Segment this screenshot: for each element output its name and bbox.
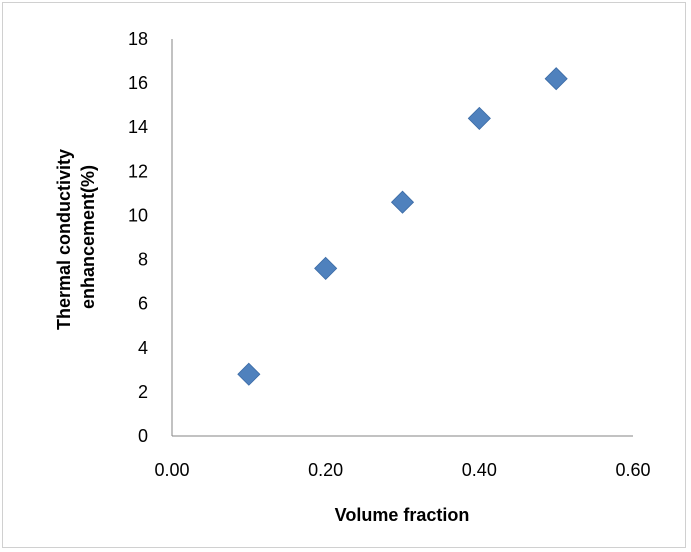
y-tick-labels: 0 2 4 6 8 10 12 14 16 18 bbox=[128, 29, 148, 446]
y-tick-label: 8 bbox=[138, 250, 148, 270]
y-tick-label: 6 bbox=[138, 294, 148, 314]
y-tick-label: 12 bbox=[128, 161, 148, 181]
data-points bbox=[237, 67, 568, 386]
y-tick-label: 4 bbox=[138, 338, 148, 358]
x-tick-labels: 0.00 0.20 0.40 0.60 bbox=[154, 460, 650, 480]
data-point-diamond bbox=[544, 67, 568, 91]
data-point-diamond bbox=[314, 256, 338, 280]
x-tick-label: 0.00 bbox=[154, 460, 189, 480]
data-point-diamond bbox=[237, 362, 261, 386]
x-tick-label: 0.40 bbox=[462, 460, 497, 480]
x-tick-label: 0.60 bbox=[615, 460, 650, 480]
data-point-diamond bbox=[390, 190, 415, 214]
axes bbox=[171, 39, 633, 437]
y-tick-label: 2 bbox=[138, 382, 148, 402]
chart-frame bbox=[2, 2, 686, 548]
y-axis-title: Thermal conductivity enhancement(%) bbox=[54, 144, 98, 330]
x-axis-title: Volume fraction bbox=[335, 505, 470, 525]
y-tick-label: 10 bbox=[128, 205, 148, 225]
y-axis-title-line-2: enhancement(%) bbox=[78, 165, 98, 309]
y-tick-label: 18 bbox=[128, 29, 148, 49]
y-tick-label: 0 bbox=[138, 426, 148, 446]
y-tick-label: 14 bbox=[128, 117, 148, 137]
y-axis-title-line-1: Thermal conductivity bbox=[54, 149, 74, 330]
data-point-diamond bbox=[467, 106, 491, 130]
x-tick-label: 0.20 bbox=[308, 460, 343, 480]
y-tick-label: 16 bbox=[128, 73, 148, 93]
